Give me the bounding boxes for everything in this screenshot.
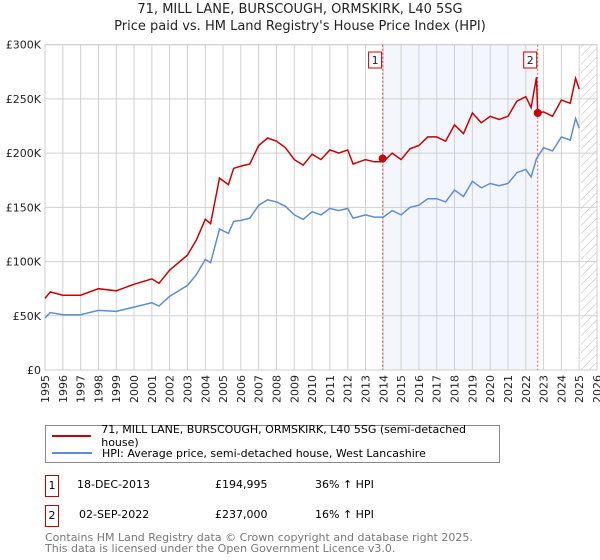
x-tick-label: 2022 [520, 375, 533, 403]
y-tick-label: £150K [6, 201, 42, 214]
sale-marker-badge [368, 51, 383, 69]
x-tick-label: 2003 [181, 375, 194, 403]
sale-point [533, 109, 542, 118]
x-tick-label: 2004 [199, 375, 212, 403]
red-line-swatch [52, 435, 92, 437]
hpi-series-line [44, 115, 580, 319]
chart-subtitle: Price paid vs. HM Land Registry's House … [114, 19, 486, 34]
x-tick-label: 2005 [217, 375, 230, 403]
x-tick-label: 2012 [342, 375, 355, 403]
y-tick-label: £200K [6, 147, 42, 160]
x-tick-label: 1997 [75, 375, 88, 403]
x-tick-label: 1999 [110, 375, 123, 403]
y-tick-label: £50K [13, 310, 42, 323]
x-tick-label: 2007 [253, 375, 266, 403]
x-tick-label: 2008 [270, 375, 283, 403]
sale-marker-badge [523, 51, 538, 69]
transaction-row: 2 02-SEP-2022 £237,000 16% ↑ HPI [45, 505, 445, 527]
transaction-price: £194,995 [215, 478, 268, 491]
x-tick-label: 2026 [591, 375, 600, 403]
x-tick-label: 2016 [413, 375, 426, 403]
x-tick-label: 2000 [128, 375, 141, 403]
sale-point [378, 154, 387, 163]
sale-marker-label: 1 [372, 54, 379, 67]
transaction-hpi: 36% ↑ HPI [315, 478, 374, 491]
plot-frame [44, 44, 598, 371]
legend: 71, MILL LANE, BURSCOUGH, ORMSKIRK, L40 … [45, 423, 500, 463]
y-tick-label: £0 [27, 364, 41, 377]
x-tick-label: 2018 [449, 375, 462, 403]
legend-item-property: 71, MILL LANE, BURSCOUGH, ORMSKIRK, L40 … [52, 423, 499, 449]
x-tick-label: 1995 [39, 375, 52, 403]
legend-item-hpi: HPI: Average price, semi-detached house,… [52, 445, 426, 461]
x-tick-label: 2019 [466, 375, 479, 403]
x-tick-label: 2014 [377, 375, 390, 403]
x-tick-label: 2006 [235, 375, 248, 403]
x-tick-label: 2017 [431, 375, 444, 403]
x-tick-label: 2023 [538, 375, 551, 403]
x-tick-label: 2025 [573, 375, 586, 403]
x-tick-label: 2002 [164, 375, 177, 403]
price-chart: 1995 1996 1997 1998 1999 2000 2001 2002 2003 2004… [6, 39, 600, 403]
chart-title: 71, MILL LANE, BURSCOUGH, ORMSKIRK, L40 … [137, 2, 463, 17]
transaction-row: 1 18-DEC-2013 £194,995 36% ↑ HPI [45, 475, 445, 497]
x-tick-label: 2010 [306, 375, 319, 403]
y-tick-label: £100K [6, 256, 42, 269]
x-tick-label: 2009 [288, 375, 301, 403]
sale-marker-label: 2 [527, 54, 534, 67]
property-series-line [44, 75, 580, 299]
footer-copyright: Contains HM Land Registry data © Crown c… [45, 531, 473, 544]
x-tick-label: 2011 [324, 375, 337, 403]
x-tick-label: 1996 [57, 375, 70, 403]
marker-badge: 1 [45, 475, 59, 497]
legend-label: 71, MILL LANE, BURSCOUGH, ORMSKIRK, L40 … [101, 423, 466, 449]
transaction-date: 18-DEC-2013 [77, 478, 151, 491]
x-tick-label: 2001 [146, 375, 159, 403]
x-tick-label: 2015 [395, 375, 408, 403]
y-tick-label: £250K [6, 93, 42, 106]
x-tick-label: 1998 [92, 375, 105, 403]
transaction-hpi: 16% ↑ HPI [315, 508, 374, 521]
footer-licence: This data is licensed under the Open Gov… [45, 542, 396, 555]
x-tick-label: 2021 [502, 375, 515, 403]
marker-badge: 2 [45, 505, 59, 527]
x-tick-label: 2024 [555, 375, 568, 403]
legend-label: HPI: Average price, semi-detached house,… [102, 446, 426, 460]
transaction-price: £237,000 [215, 508, 268, 521]
y-tick-label: £300K [6, 39, 42, 52]
transaction-date: 02-SEP-2022 [79, 508, 150, 521]
x-tick-label: 2020 [484, 375, 497, 403]
x-tick-label: 2013 [360, 375, 373, 403]
blue-line-swatch [52, 452, 92, 454]
